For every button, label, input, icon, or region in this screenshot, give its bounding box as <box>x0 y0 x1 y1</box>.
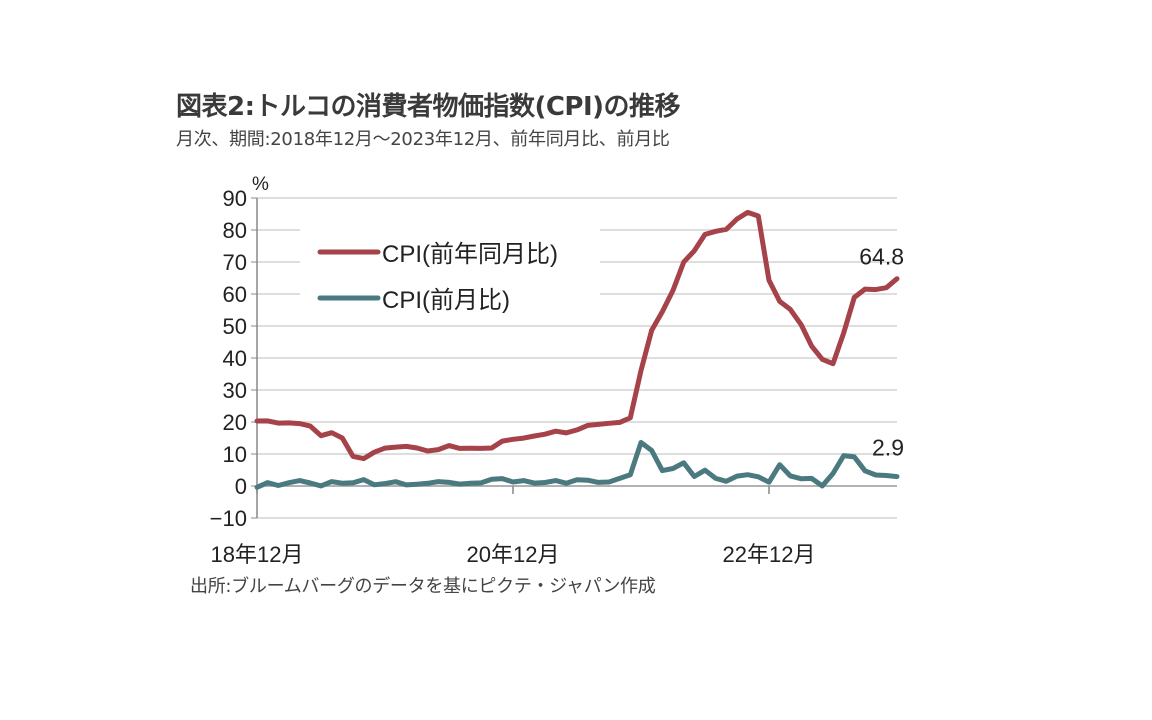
y-tick-label: 70 <box>223 250 247 275</box>
y-tick-label: 20 <box>223 410 247 435</box>
end-value-label: 2.9 <box>872 435 904 461</box>
y-tick-label: 10 <box>223 442 247 467</box>
chart-title: 図表2:トルコの消費者物価指数(CPI)の推移 <box>176 92 681 122</box>
legend-label: CPI(前月比) <box>382 287 510 314</box>
legend-label: CPI(前年同月比) <box>382 241 558 268</box>
y-axis-unit: % <box>252 174 269 195</box>
y-tick-label: 30 <box>223 378 247 403</box>
series-line-2 <box>254 440 900 490</box>
legend-background <box>300 228 600 316</box>
y-tick-label: 0 <box>235 474 247 499</box>
x-tick-label: 20年12月 <box>467 542 560 567</box>
y-tick-label: 60 <box>223 282 247 307</box>
end-value-label: 64.8 <box>859 244 904 270</box>
y-tick-label: 40 <box>223 346 247 371</box>
y-tick-label: 50 <box>223 314 247 339</box>
y-tick-label: −10 <box>210 506 247 531</box>
x-tick-label: 22年12月 <box>723 542 816 567</box>
x-tick-label: 18年12月 <box>211 542 304 567</box>
source-note: 出所:ブルームバーグのデータを基にピクテ・ジャパン作成 <box>190 576 656 597</box>
y-tick-label: 80 <box>223 218 247 243</box>
y-tick-label: 90 <box>223 186 247 211</box>
chart-subtitle: 月次、期間:2018年12月～2023年12月、前年同月比、前月比 <box>176 129 670 150</box>
